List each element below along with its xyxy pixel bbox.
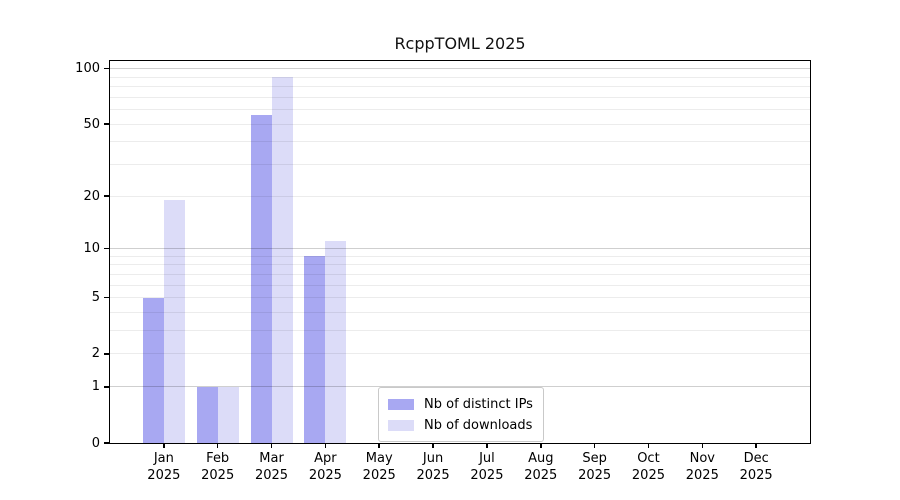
x-tick-nov: [701, 443, 704, 448]
y-tick-label-5: 5: [91, 290, 100, 306]
y-tick-100: [104, 67, 109, 70]
bar-mar-distinct-ips: [250, 115, 272, 443]
bar-apr-downloads: [325, 241, 347, 443]
gridline-2: [110, 353, 810, 355]
y-tick-5: [104, 296, 109, 299]
x-tick-label-jan: Jan 2025: [132, 451, 196, 484]
gridline-5: [110, 297, 810, 299]
x-tick-may: [378, 443, 380, 448]
x-tick-year-jan: 2025: [147, 467, 181, 483]
gridline-100: [110, 68, 810, 70]
gridline-50: [110, 123, 810, 125]
gridline-6: [110, 284, 810, 286]
y-tick-label-50: 50: [83, 116, 100, 132]
x-tick-year-feb: 2025: [201, 467, 235, 483]
gridline-3: [110, 330, 810, 332]
x-tick-year-mar: 2025: [254, 467, 289, 483]
gridline-30: [110, 163, 810, 165]
x-tick-year-may: 2025: [362, 467, 396, 483]
x-tick-aug: [540, 443, 542, 448]
gridline-70: [110, 96, 810, 98]
x-tick-year-jun: 2025: [416, 467, 450, 483]
y-tick-label-100: 100: [75, 61, 100, 77]
x-tick-label-dec: Dec 2025: [724, 451, 788, 484]
y-tick-label-2: 2: [91, 346, 100, 362]
bar-jan-downloads: [163, 200, 185, 443]
x-tick-label-jun: Jun 2025: [401, 451, 465, 484]
gridline-40: [110, 141, 810, 143]
x-tick-label-may: May 2025: [347, 451, 411, 484]
x-tick-jul: [486, 443, 488, 448]
x-tick-label-sep: Sep 2025: [563, 451, 627, 484]
legend-item-distinct-ips: Nb of distinct IPs: [388, 395, 533, 413]
gridline-8: [110, 264, 810, 266]
y-tick-1: [104, 386, 109, 388]
x-tick-year-oct: 2025: [631, 467, 665, 483]
x-tick-year-dec: 2025: [739, 467, 773, 483]
chart-title: RcppTOML 2025: [394, 34, 526, 53]
x-tick-year-sep: 2025: [578, 467, 612, 483]
y-tick-label-1: 1: [91, 379, 100, 395]
x-tick-label-mar: Mar 2025: [240, 451, 304, 484]
x-tick-feb: [216, 443, 219, 448]
gridline-10: [110, 248, 810, 249]
gridline-20: [110, 195, 810, 197]
legend-swatch-distinct-ips: [388, 398, 414, 410]
x-tick-label-apr: Apr 2025: [293, 451, 357, 484]
x-tick-apr: [324, 443, 327, 448]
gridline-60: [110, 109, 810, 111]
gridline-90: [110, 76, 810, 78]
x-tick-year-jul: 2025: [470, 467, 504, 483]
x-tick-label-nov: Nov 2025: [670, 451, 734, 484]
x-tick-year-aug: 2025: [524, 467, 558, 483]
y-tick-label-0: 0: [91, 435, 100, 451]
x-tick-oct: [647, 443, 650, 448]
x-tick-label-feb: Feb 2025: [186, 451, 250, 484]
bar-apr-distinct-ips: [304, 256, 326, 443]
x-tick-label-oct: Oct 2025: [616, 451, 680, 484]
legend-item-downloads: Nb of downloads: [388, 416, 533, 434]
legend-label-downloads: Nb of downloads: [424, 417, 533, 433]
x-tick-mar: [270, 443, 273, 448]
gridline-80: [110, 86, 810, 88]
y-tick-0: [104, 442, 109, 444]
y-tick-50: [104, 123, 109, 125]
y-tick-label-20: 20: [83, 188, 100, 204]
x-tick-dec: [755, 443, 757, 448]
bar-jan-distinct-ips: [142, 297, 164, 443]
x-tick-sep: [593, 443, 596, 448]
x-tick-year-apr: 2025: [308, 467, 342, 483]
plot-area: Nb of distinct IPs Nb of downloads: [109, 60, 811, 444]
bar-feb-distinct-ips: [196, 386, 218, 443]
x-tick-year-nov: 2025: [685, 467, 719, 483]
legend-label-distinct-ips: Nb of distinct IPs: [424, 396, 533, 412]
legend-swatch-downloads: [388, 419, 414, 431]
gridline-1: [110, 386, 810, 388]
y-tick-20: [104, 195, 109, 197]
legend: Nb of distinct IPs Nb of downloads: [378, 387, 544, 442]
x-tick-jun: [432, 443, 434, 448]
gridline-7: [110, 273, 810, 275]
x-tick-label-aug: Aug 2025: [509, 451, 573, 484]
gridline-4: [110, 311, 810, 313]
y-tick-2: [104, 353, 109, 355]
bar-feb-downloads: [217, 386, 239, 443]
y-tick-10: [104, 247, 109, 250]
x-tick-jan: [163, 443, 165, 448]
x-tick-label-jul: Jul 2025: [455, 451, 519, 484]
bar-mar-downloads: [271, 77, 293, 443]
y-tick-label-10: 10: [83, 241, 100, 256]
gridline-9: [110, 255, 810, 257]
